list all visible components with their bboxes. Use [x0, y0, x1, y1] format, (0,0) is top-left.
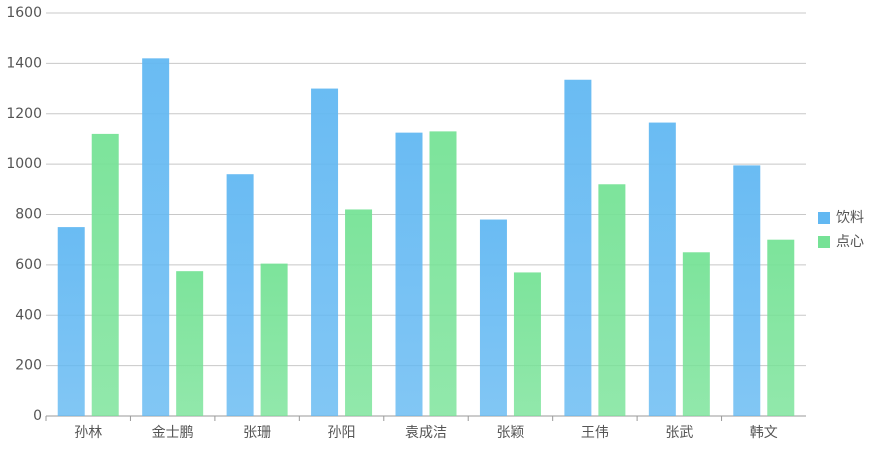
- y-tick-label: 400: [15, 307, 42, 323]
- bar[interactable]: [57, 227, 85, 416]
- bar[interactable]: [142, 58, 170, 417]
- bar[interactable]: [395, 132, 423, 416]
- bar[interactable]: [260, 263, 288, 416]
- bar[interactable]: [91, 133, 119, 416]
- y-tick-label: 1400: [6, 55, 42, 71]
- legend-swatch[interactable]: [818, 236, 830, 248]
- legend-label[interactable]: 饮料: [836, 210, 864, 226]
- y-tick-label: 1000: [6, 156, 42, 172]
- y-tick-label: 200: [15, 358, 42, 374]
- legend-swatch[interactable]: [818, 212, 830, 224]
- bar[interactable]: [648, 122, 676, 417]
- bar[interactable]: [479, 219, 507, 416]
- bar[interactable]: [767, 239, 795, 416]
- bar[interactable]: [598, 184, 626, 416]
- bar[interactable]: [429, 131, 457, 416]
- bar[interactable]: [345, 209, 373, 416]
- x-tick-label: 王伟: [581, 425, 609, 441]
- bar[interactable]: [564, 79, 592, 416]
- bar[interactable]: [176, 271, 204, 416]
- bar[interactable]: [513, 272, 541, 416]
- x-tick-label: 孙林: [74, 425, 102, 441]
- x-tick-label: 张颖: [496, 425, 524, 441]
- x-tick-label: 张珊: [243, 425, 271, 441]
- x-tick-label: 张武: [665, 425, 693, 441]
- x-tick-label: 韩文: [750, 425, 778, 441]
- bar[interactable]: [682, 252, 710, 416]
- bar[interactable]: [733, 165, 761, 416]
- x-tick-label: 金士鹏: [152, 425, 194, 441]
- bar[interactable]: [226, 174, 254, 416]
- x-tick-label: 袁成洁: [405, 425, 447, 441]
- y-tick-label: 800: [15, 207, 42, 223]
- y-tick-label: 1200: [6, 106, 42, 122]
- y-tick-label: 1600: [6, 5, 42, 21]
- legend-label[interactable]: 点心: [836, 234, 864, 250]
- y-tick-label: 0: [33, 408, 42, 424]
- y-tick-label: 600: [15, 257, 42, 273]
- bar[interactable]: [311, 88, 339, 416]
- x-tick-label: 孙阳: [328, 425, 356, 441]
